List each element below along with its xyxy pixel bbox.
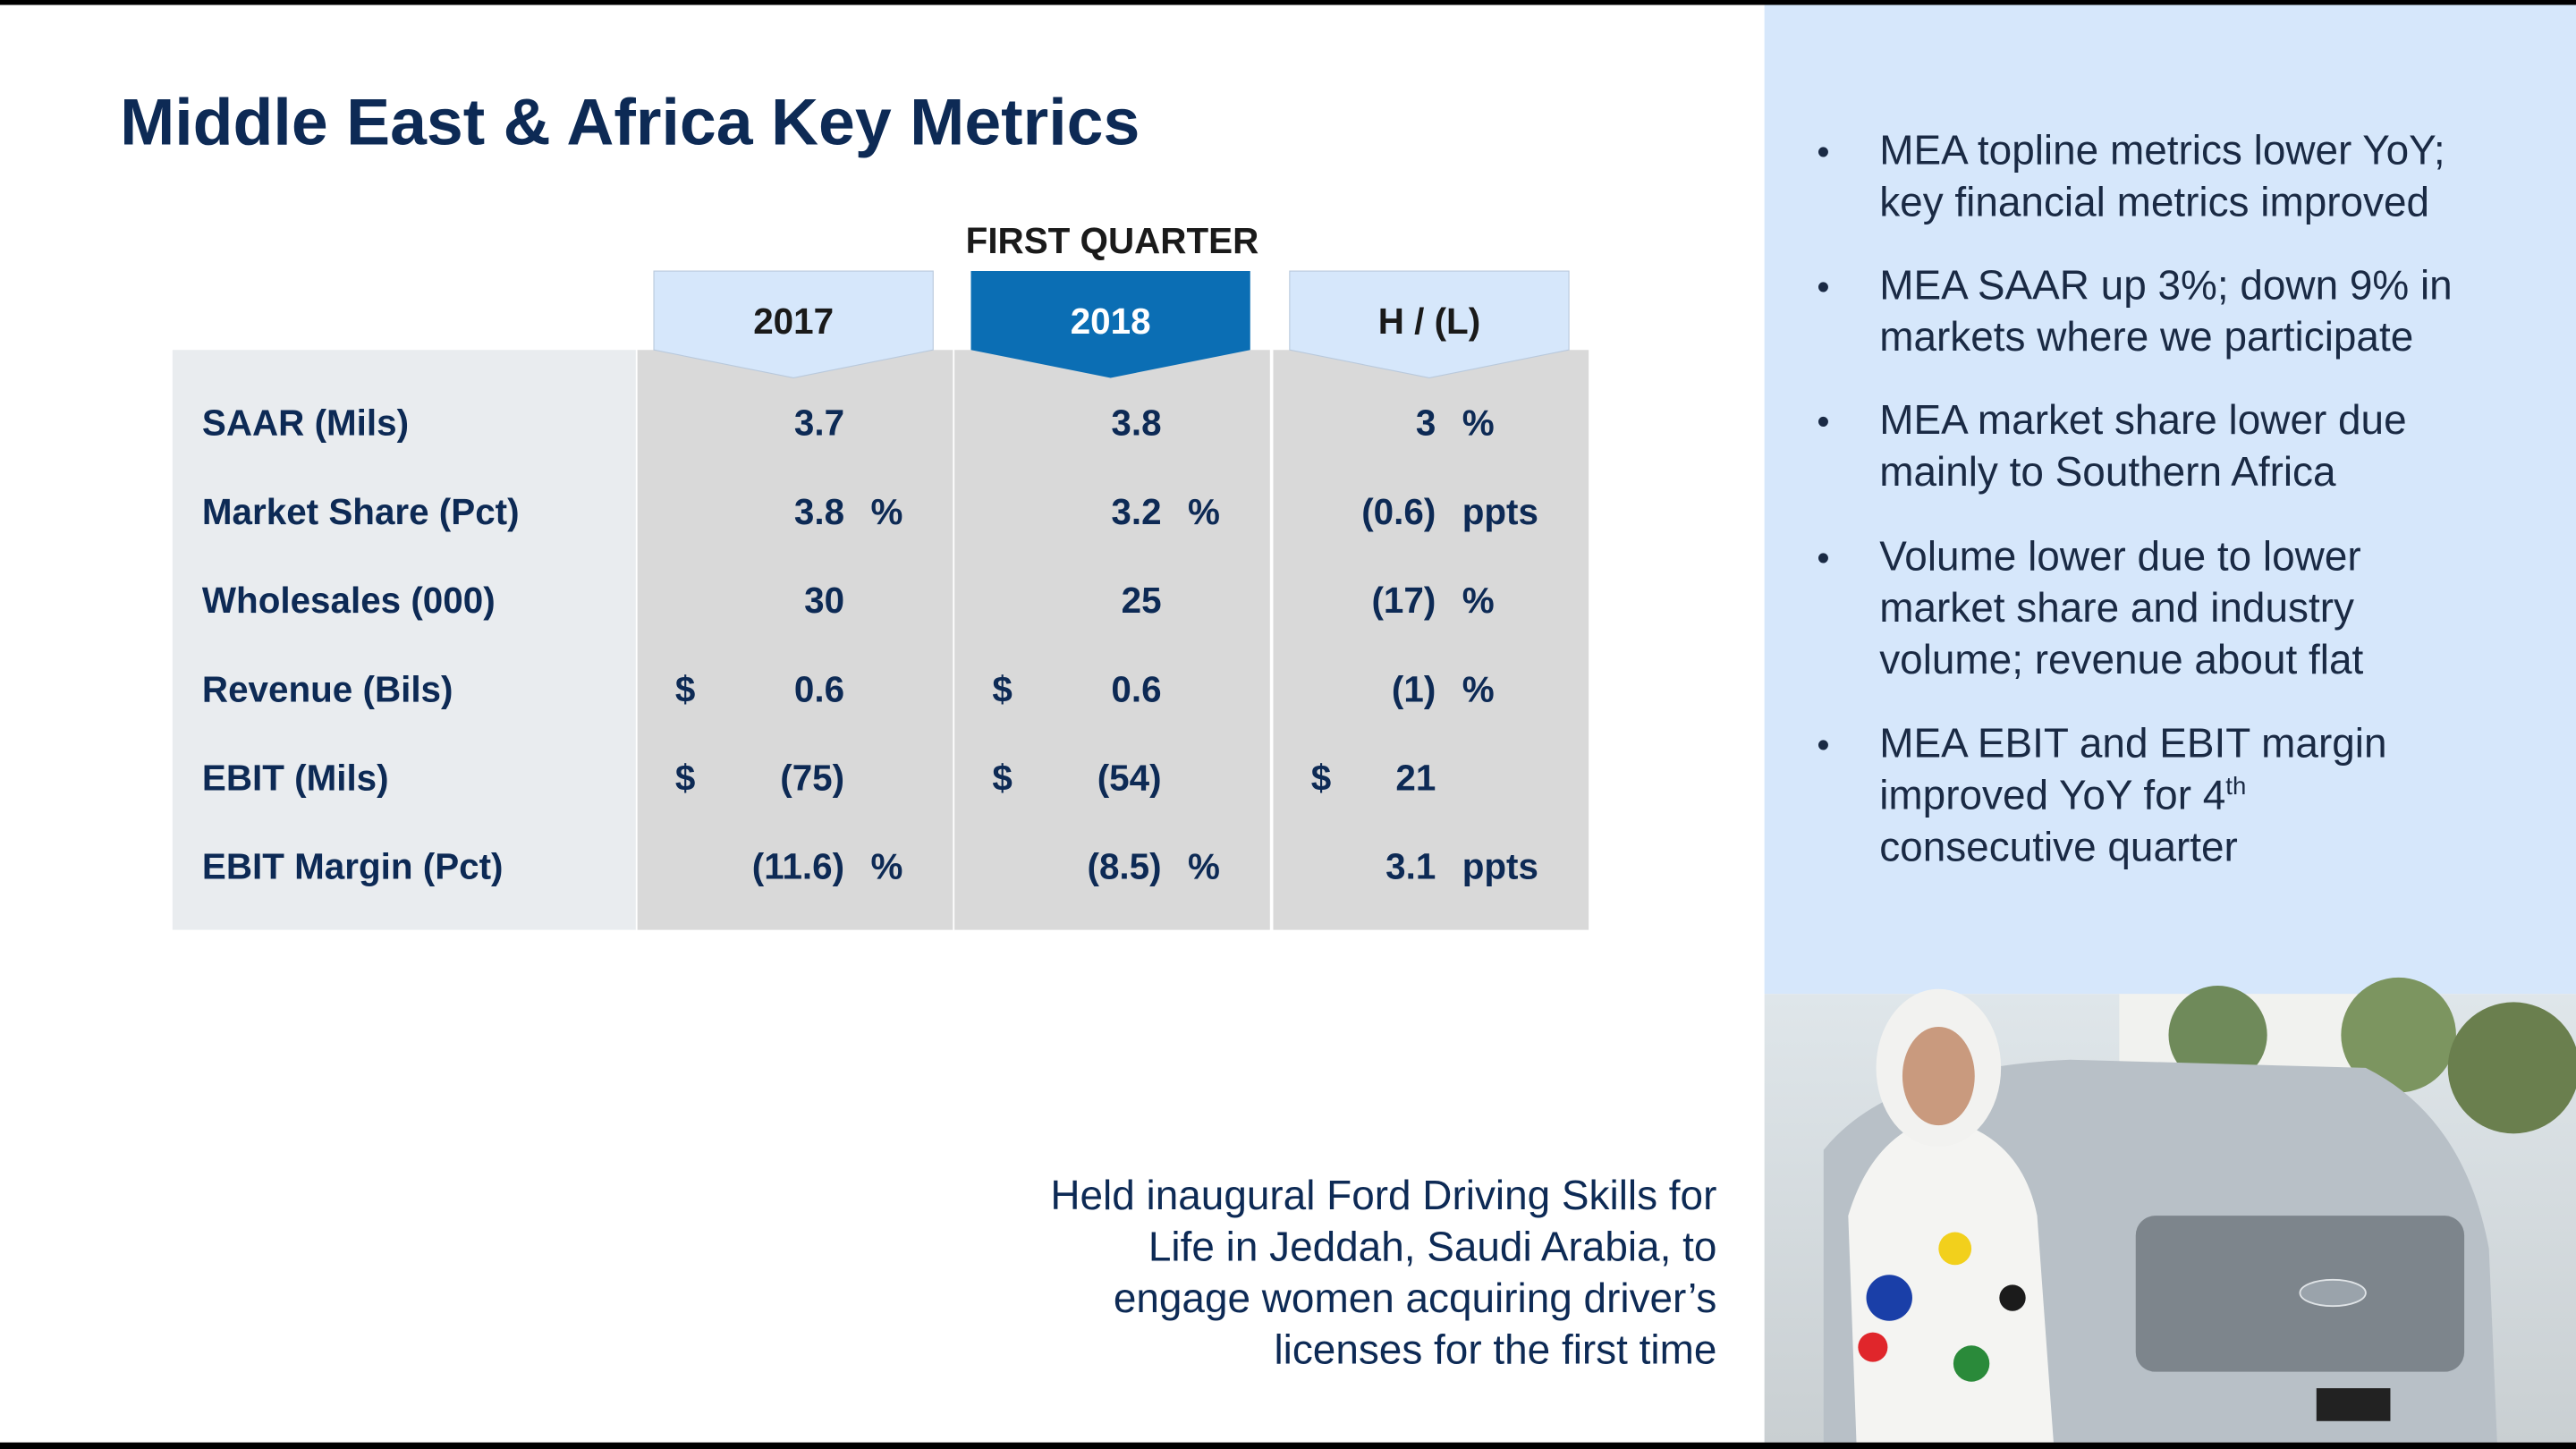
bullet-text: key financial metrics improved — [1879, 179, 2429, 225]
row-label: Wholesales (000) — [202, 580, 496, 621]
row-label: Revenue (Bils) — [202, 668, 453, 709]
cell-suffix: % — [1462, 580, 1495, 621]
bullet-dot: • — [1817, 131, 1829, 173]
column-header: H / (L) — [1378, 301, 1480, 342]
bullet-line: market share and industry — [1879, 584, 2354, 631]
bullet-text: improved YoY for 4th — [1879, 772, 2246, 818]
cell-value: 0.6 — [1111, 668, 1161, 709]
bullet-line: key financial metrics improved — [1879, 179, 2429, 225]
top-border — [0, 0, 2576, 5]
bullet-dot: • — [1817, 266, 1829, 307]
bullet-line: MEA market share lower due — [1879, 396, 2406, 443]
label-column — [172, 350, 636, 930]
cell-value: (17) — [1371, 580, 1436, 621]
caption-line: Held inaugural Ford Driving Skills for — [1050, 1172, 1716, 1218]
bottom-border — [0, 1442, 2576, 1449]
group-header: FIRST QUARTER — [966, 220, 1259, 261]
cell-value: 3.8 — [1111, 402, 1161, 444]
cell-suffix: % — [1188, 846, 1220, 887]
photo — [1764, 977, 2576, 1443]
cell-prefix: $ — [675, 757, 695, 798]
cell-value: 3.7 — [794, 402, 844, 444]
data-column — [1273, 350, 1589, 930]
caption-line: engage women acquiring driver’s — [1114, 1275, 1717, 1321]
bullet-line: improved YoY for 4 — [1879, 772, 2225, 818]
cell-value: (0.6) — [1361, 491, 1436, 532]
bullet-line: Volume lower due to lower — [1879, 532, 2360, 579]
bullet-text: Volume lower due to lower — [1879, 532, 2360, 579]
bullet-text: market share and industry — [1879, 584, 2354, 631]
bullet-text: MEA SAAR up 3%; down 9% in — [1879, 261, 2452, 308]
cell-value: 30 — [804, 580, 844, 621]
bullet-text: MEA EBIT and EBIT margin — [1879, 720, 2386, 767]
bullet-text: mainly to Southern Africa — [1879, 448, 2336, 495]
column-tab — [653, 270, 934, 379]
cell-suffix: % — [1462, 402, 1495, 444]
cell-suffix: % — [1462, 668, 1495, 709]
bullet-text: consecutive quarter — [1879, 823, 2238, 869]
caption-line: licenses for the first time — [1274, 1326, 1716, 1372]
cell-value: 3.8 — [794, 491, 844, 532]
cell-suffix: % — [870, 491, 902, 532]
cell-value: 3.2 — [1111, 491, 1161, 532]
side-panel — [1764, 4, 2576, 995]
bullet-text: MEA topline metrics lower YoY; — [1879, 127, 2445, 174]
bullet-text: markets where we participate — [1879, 313, 2413, 360]
caption-line: Life in Jeddah, Saudi Arabia, to — [1148, 1223, 1717, 1269]
cell-suffix: % — [870, 846, 902, 887]
bullet-line: MEA EBIT and EBIT margin — [1879, 720, 2386, 767]
row-label: Market Share (Pct) — [202, 491, 520, 532]
cell-value: (1) — [1392, 668, 1436, 709]
column-header: 2017 — [753, 301, 834, 342]
column-header: 2018 — [1071, 301, 1151, 342]
cell-suffix: % — [1188, 491, 1220, 532]
column-tab — [1289, 270, 1570, 379]
bullet-text: MEA market share lower due — [1879, 396, 2406, 443]
cell-value: (8.5) — [1088, 846, 1162, 887]
cell-value: 25 — [1122, 580, 1162, 621]
cell-value: 0.6 — [794, 668, 844, 709]
cell-value: (75) — [780, 757, 844, 798]
bullet-line: mainly to Southern Africa — [1879, 448, 2336, 495]
cell-value: 3 — [1416, 402, 1436, 444]
row-label: SAAR (Mils) — [202, 402, 409, 444]
bullet-line: markets where we participate — [1879, 313, 2413, 360]
data-column — [954, 350, 1270, 930]
bullet-line: consecutive quarter — [1879, 823, 2238, 869]
cell-prefix: $ — [675, 668, 695, 709]
bullet-line: MEA topline metrics lower YoY; — [1879, 127, 2445, 174]
cell-suffix: ppts — [1462, 491, 1538, 532]
bullet-line: MEA SAAR up 3%; down 9% in — [1879, 261, 2452, 308]
bullet-line: volume; revenue about flat — [1879, 636, 2363, 682]
cell-value: 3.1 — [1385, 846, 1436, 887]
data-column — [637, 350, 953, 930]
bullet-dot: • — [1817, 724, 1829, 766]
row-label: EBIT (Mils) — [202, 757, 389, 798]
bullet-text: volume; revenue about flat — [1879, 636, 2363, 682]
superscript: th — [2225, 772, 2246, 800]
cell-suffix: ppts — [1462, 846, 1538, 887]
column-tab — [970, 271, 1250, 378]
cell-prefix: $ — [1311, 757, 1331, 798]
bullet-dot: • — [1817, 401, 1829, 442]
title: Middle East & Africa Key Metrics — [120, 85, 1140, 159]
bullet-dot: • — [1817, 537, 1829, 578]
cell-value: (11.6) — [752, 846, 844, 887]
cell-value: (54) — [1097, 757, 1162, 798]
cell-value: 21 — [1395, 757, 1436, 798]
cell-prefix: $ — [992, 757, 1012, 798]
cell-prefix: $ — [992, 668, 1012, 709]
row-label: EBIT Margin (Pct) — [202, 846, 504, 887]
